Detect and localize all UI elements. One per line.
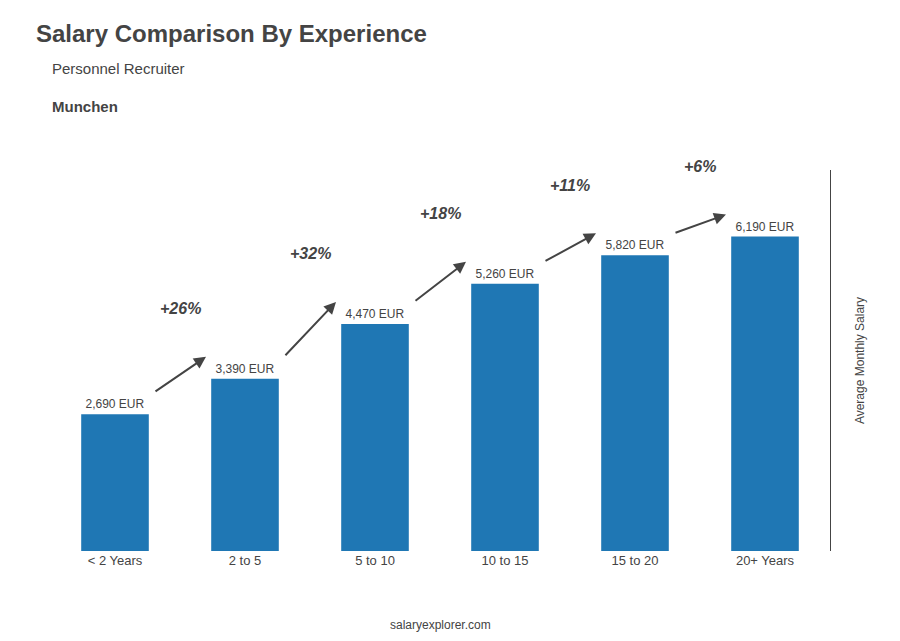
svg-text:10 to 15: 10 to 15 bbox=[482, 553, 529, 568]
svg-text:Average Monthly Salary: Average Monthly Salary bbox=[853, 297, 867, 424]
svg-text:4,470 EUR: 4,470 EUR bbox=[345, 307, 404, 321]
svg-text:2,690 EUR: 2,690 EUR bbox=[85, 397, 144, 411]
svg-text:20+ Years: 20+ Years bbox=[736, 553, 795, 568]
svg-text:15 to 20: 15 to 20 bbox=[612, 553, 659, 568]
svg-text:5,260 EUR: 5,260 EUR bbox=[475, 267, 534, 281]
svg-text:+18%: +18% bbox=[420, 205, 461, 222]
svg-text:6,190 EUR: 6,190 EUR bbox=[735, 220, 794, 234]
svg-text:< 2 Years: < 2 Years bbox=[88, 553, 143, 568]
svg-text:salaryexplorer.com: salaryexplorer.com bbox=[390, 618, 491, 632]
svg-text:5 to 10: 5 to 10 bbox=[355, 553, 395, 568]
svg-text:3,390 EUR: 3,390 EUR bbox=[215, 362, 274, 376]
svg-text:Salary Comparison By Experienc: Salary Comparison By Experience bbox=[36, 20, 427, 47]
svg-text:5,820 EUR: 5,820 EUR bbox=[605, 238, 664, 252]
svg-text:+26%: +26% bbox=[160, 300, 201, 317]
svg-text:+6%: +6% bbox=[684, 158, 716, 175]
svg-text:Munchen: Munchen bbox=[52, 98, 118, 115]
svg-text:2 to 5: 2 to 5 bbox=[229, 553, 262, 568]
svg-text:Personnel Recruiter: Personnel Recruiter bbox=[52, 60, 185, 77]
svg-text:+11%: +11% bbox=[550, 177, 590, 194]
svg-text:+32%: +32% bbox=[290, 245, 331, 262]
